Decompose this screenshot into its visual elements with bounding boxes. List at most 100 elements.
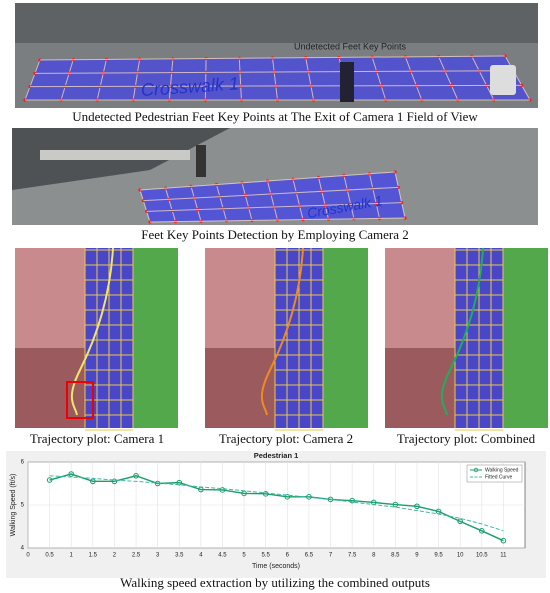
y-axis-label: Walking Speed (ft/s): [10, 474, 17, 537]
x-tick-label: 4: [199, 553, 203, 559]
x-tick-label: 0: [26, 553, 30, 559]
crosswalk-line: [165, 188, 176, 222]
crosswalk-line: [60, 59, 74, 101]
crosswalk-line: [504, 55, 531, 101]
key-point: [396, 185, 400, 189]
crosswalk-line: [24, 59, 41, 101]
x-tick-label: 11: [500, 553, 507, 559]
crosswalk-line: [39, 55, 506, 61]
crosswalk-line: [34, 70, 514, 74]
caption: Walking speed extraction by utilizing th…: [120, 575, 430, 590]
caption: Trajectory plot: Camera 1: [30, 431, 164, 446]
crosswalk-line: [292, 179, 304, 220]
caption: Undetected Pedestrian Feet Key Points at…: [72, 109, 478, 124]
crosswalk-line: [343, 175, 355, 219]
x-tick-label: 8.5: [391, 553, 400, 559]
crosswalk-line: [241, 182, 253, 221]
x-axis-label: Time (seconds): [252, 563, 300, 570]
data-point: [392, 501, 399, 508]
trajectory: [70, 247, 114, 416]
x-tick-label: 10: [457, 553, 464, 559]
legend-label: Fitted Curve: [485, 474, 512, 480]
chart: 0 0.5 1 1.5 2 2.5 3 3.5 4 4.5 5 5.5 6 6.5 7 7.5 8 8.5 9 9.5…: [21, 460, 525, 559]
x-tick-label: 2.5: [132, 553, 141, 559]
crosswalk-line: [238, 58, 242, 101]
crosswalk-line: [190, 186, 202, 222]
x-tick-label: 9.5: [434, 553, 443, 559]
x-tick-label: 0.5: [45, 553, 54, 559]
x-tick-label: 6: [286, 553, 290, 559]
chart-title: Pedestrian 1: [254, 451, 299, 460]
panel-right: [133, 248, 178, 428]
y-tick-label: 4: [21, 546, 25, 552]
crosswalk-line: [204, 58, 207, 101]
crosswalk-line: [216, 184, 227, 221]
key-point: [400, 201, 404, 205]
panel-left-light: [205, 248, 275, 348]
x-tick-label: 2: [113, 553, 117, 559]
y-tick-label: 5: [21, 503, 25, 509]
crosswalk-line: [272, 57, 278, 101]
x-tick-label: 8: [372, 553, 376, 559]
key-point: [520, 83, 524, 87]
data-point: [90, 478, 96, 485]
crosswalk-line: [139, 189, 151, 223]
data-point: [306, 494, 312, 500]
crosswalk-line: [168, 58, 174, 101]
data-point: [262, 491, 269, 497]
x-tick-label: 9: [415, 553, 419, 559]
legend-label: Walking Speed: [485, 467, 519, 473]
crosswalk-line: [29, 84, 522, 88]
data-point: [219, 487, 226, 493]
crosswalk-line: [318, 177, 329, 220]
legend-marker: [473, 467, 479, 473]
data-point: [414, 503, 420, 510]
data-point: [284, 494, 291, 500]
panel-left-light: [385, 248, 455, 348]
trajectory: [440, 247, 484, 416]
crosswalk-line: [404, 56, 423, 101]
crosswalk-line: [267, 180, 278, 221]
data-point: [478, 528, 485, 534]
key-point: [141, 199, 145, 203]
crosswalk-line: [96, 59, 107, 101]
series-line: [49, 473, 504, 542]
panel-right: [323, 248, 368, 428]
x-tick-label: 1.5: [89, 553, 98, 559]
caption: Trajectory plot: Camera 2: [219, 431, 353, 446]
crosswalk-line: [369, 173, 380, 219]
data-point: [111, 478, 118, 485]
photo-camera2: Crosswalk 1: [12, 128, 538, 225]
highlight-box: [66, 381, 94, 419]
x-tick-label: 3.5: [175, 553, 184, 559]
crosswalk-line: [371, 56, 387, 101]
image-label: Undetected Feet Key Points: [294, 41, 407, 51]
crosswalk-line: [146, 202, 402, 212]
x-tick-label: 1: [70, 553, 74, 559]
x-tick-label: 5: [242, 553, 246, 559]
data-point: [133, 472, 139, 479]
legend-box: [466, 464, 523, 483]
panel-left-light: [15, 248, 85, 348]
crosswalk-line: [149, 217, 406, 223]
crosswalk-line: [394, 171, 406, 219]
key-point: [145, 209, 149, 213]
photo-camera1: Undetected Feet Key Points Crosswalk 1: [15, 3, 538, 108]
data-point: [68, 471, 75, 477]
caption: Trajectory plot: Combined: [397, 431, 536, 446]
data-point: [46, 477, 53, 483]
x-tick-label: 4.5: [218, 553, 227, 559]
crosswalk-line: [438, 56, 459, 101]
panel-right: [503, 248, 548, 428]
x-tick-label: 5.5: [262, 553, 271, 559]
data-point: [500, 537, 507, 544]
caption: Feet Key Points Detection by Employing C…: [141, 227, 409, 242]
crosswalk-line: [143, 186, 399, 202]
data-point: [349, 497, 355, 504]
crosswalk-line: [305, 57, 315, 101]
trajectory: [260, 247, 304, 416]
x-tick-label: 7: [329, 553, 333, 559]
x-tick-label: 7.5: [348, 553, 357, 559]
